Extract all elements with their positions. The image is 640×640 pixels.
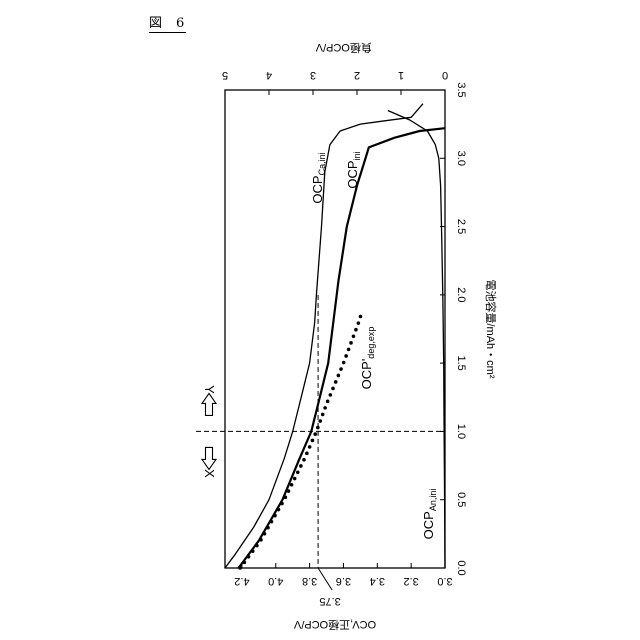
capacity-tick-label: 0.5 (455, 492, 467, 507)
series-label-sub: Ca,ini (317, 152, 327, 175)
anode-tick-label: 5 (222, 69, 228, 81)
capacity-tick-label: 2.5 (455, 219, 467, 234)
arrow-up-icon (202, 393, 216, 415)
ocp-an-ini-label: OCPAn,ini (421, 489, 438, 540)
capacity-tick-label: 0.0 (455, 560, 467, 575)
capacity-tick-label: 3.5 (455, 82, 467, 97)
annotation-layer: 3.75 Y X (196, 295, 445, 607)
direction-x-label: X (202, 469, 217, 478)
ocp-deg-exp-label: OCP'deg,exp (359, 327, 376, 390)
anode-tick-label: 4 (266, 69, 272, 81)
series-label-main: OCP (310, 175, 325, 203)
ocv-tick-label: 4.0 (268, 575, 283, 587)
capacity-axis-title: 電池容量/mAh・cm² (484, 280, 498, 379)
anode-tick-label: 2 (354, 69, 360, 81)
series-label-main: OCP' (359, 359, 374, 390)
ocp-ini-label: OCPini (345, 151, 362, 188)
anode-tick-label: 1 (398, 69, 404, 81)
capacity-tick-label: 1.5 (455, 355, 467, 370)
ocv-375-label: 3.75 (319, 595, 340, 607)
ocv-axis-title: OCV,正極OCP/V (293, 618, 376, 632)
series-layer: OCPCa,iniOCPiniOCP'deg,expOCPAn,ini (225, 104, 445, 568)
anode-tick-label: 0 (442, 69, 448, 81)
ocv-tick-label: 3.8 (302, 575, 317, 587)
ocp-ca-ini-label: OCPCa,ini (310, 152, 327, 203)
ocp-deg-exp-curve (240, 311, 362, 568)
ocv-tick-label: 3.4 (370, 575, 385, 587)
capacity-tick-label: 1.0 (455, 424, 467, 439)
series-label-main: OCP (421, 511, 436, 539)
capacity-tick-label: 3.0 (455, 151, 467, 166)
ocv-tick-label: 3.0 (437, 575, 452, 587)
plot-frame (225, 90, 445, 568)
ocv-tick-label: 3.2 (404, 575, 419, 587)
capacity-tick-label: 2.0 (455, 287, 467, 302)
arrow-down-icon (202, 447, 216, 469)
series-label-sub: deg,exp (366, 327, 376, 359)
ocv-375-leader-line (318, 568, 332, 590)
anode-axis-title: 負極OCP/V (315, 41, 372, 55)
direction-y-label: Y (202, 385, 217, 394)
ocv-tick-label: 4.2 (234, 575, 249, 587)
ocp-ini-curve (239, 128, 446, 568)
series-label-sub: An,ini (428, 489, 438, 512)
anode-tick-label: 3 (310, 69, 316, 81)
series-label-sub: ini (352, 151, 362, 160)
series-label-main: OCP (345, 160, 360, 188)
axis-ticks: 0.0 0.5 1.0 1.5 2.0 2.5 3.0 3.5 3.0 3.2 3.4 3.6 3.8 4… (222, 41, 498, 632)
ocv-tick-label: 3.6 (336, 575, 351, 587)
